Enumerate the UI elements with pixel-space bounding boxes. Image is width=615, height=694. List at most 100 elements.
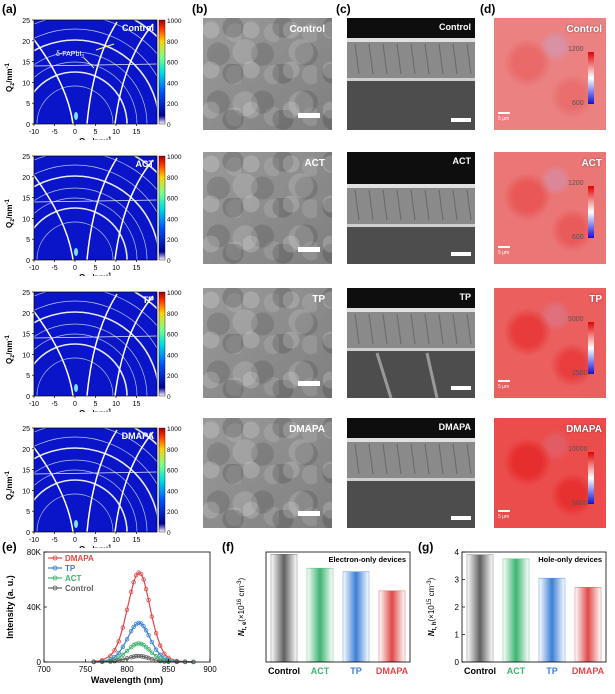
grain-boundary — [354, 189, 360, 221]
colorbar-max-label: 1200 — [568, 180, 584, 187]
bar-act — [502, 558, 530, 663]
colorbar-min-label: 5000 — [572, 500, 588, 507]
pl-map-label: DMAPA — [566, 424, 602, 435]
x-tick-label: 10 — [112, 537, 120, 544]
crack-line — [425, 352, 439, 398]
grain-boundary — [382, 313, 388, 345]
colorbar-tick-label: 0 — [167, 258, 171, 265]
grain-boundary — [410, 313, 416, 345]
data-point — [108, 659, 113, 664]
arc-line — [86, 429, 118, 532]
colorbar-tick-label: 800 — [167, 311, 178, 318]
annotation-arrow — [83, 57, 95, 69]
scale-bar — [451, 252, 471, 256]
chart-title: Electron-only devices — [328, 555, 406, 564]
data-point — [149, 639, 155, 645]
data-point — [138, 641, 144, 647]
x-tick-label: -10 — [29, 401, 39, 408]
x-tick-label: 10 — [112, 265, 120, 272]
y-tick-label: 10 — [22, 488, 30, 495]
y-tick-label: 15 — [22, 60, 30, 67]
diffraction-ring — [34, 479, 128, 532]
data-point — [149, 614, 155, 619]
sem-top-label: TP — [312, 294, 325, 305]
data-point — [120, 652, 126, 658]
data-point — [143, 644, 149, 650]
data-point — [128, 628, 134, 634]
data-point — [112, 648, 117, 653]
x-tick-label: -5 — [51, 401, 57, 408]
y-tick-label: 2 — [455, 603, 460, 612]
y-tick-label: 20 — [22, 39, 30, 46]
arc-line — [114, 295, 154, 396]
arc-line — [34, 310, 74, 396]
legend-marker — [52, 555, 58, 561]
data-point — [116, 655, 121, 660]
x-axis-label: Qxy/nm-1 — [79, 273, 112, 276]
x-tick-label: 700 — [37, 665, 51, 674]
scale-bar — [451, 118, 471, 122]
x-tick-label: 0 — [73, 265, 77, 272]
category-label: DMAPA — [376, 666, 409, 676]
bar-dmapa — [378, 590, 406, 663]
scale-bar-label: 5 μm — [498, 514, 510, 520]
grain-boundary — [410, 189, 416, 221]
colorbar-min-label: 600 — [572, 234, 584, 241]
data-point — [131, 643, 136, 648]
colorbar-tick-label: 1000 — [167, 290, 182, 297]
grain-boundary — [382, 43, 388, 75]
y-tick-label: 20 — [22, 311, 30, 318]
y-tick-label: 25 — [22, 18, 30, 25]
grain-boundary — [368, 43, 374, 75]
delta-phase-annotation: δ-FAPbI3 — [56, 51, 84, 60]
grain-boundary — [466, 443, 472, 475]
y-tick-label: 15 — [22, 332, 30, 339]
colorbar-min-label: 600 — [572, 100, 584, 107]
arc-line — [114, 159, 154, 260]
x-tick-label: 15 — [133, 129, 141, 136]
colorbar — [158, 19, 166, 125]
pl-map-colorbar — [588, 186, 594, 238]
bar-control — [270, 553, 298, 663]
grain-boundary — [466, 189, 472, 221]
data-point — [133, 573, 139, 578]
colorbar-tick-label: 1000 — [167, 426, 182, 433]
grain-boundary — [354, 43, 360, 75]
beam-spot — [74, 384, 78, 392]
y-tick-label: 3 — [455, 576, 460, 585]
pl-map-label: ACT — [581, 158, 602, 169]
y-tick-label: 25 — [22, 290, 30, 297]
colorbar-max-label: 10000 — [568, 446, 588, 453]
y-tick-label: 5 — [26, 101, 30, 108]
colorbar-tick-label: 400 — [167, 216, 178, 223]
grain-boundary — [396, 43, 402, 75]
x-tick-label: -5 — [51, 265, 57, 272]
x-axis-label: Qxy/nm-1 — [79, 545, 112, 548]
top-electrode-layer — [347, 184, 475, 188]
sem-cross-section-control: Control — [347, 18, 475, 130]
grain-boundary — [396, 443, 402, 475]
y-tick-label: 25 — [22, 426, 30, 433]
pl-map-label: Control — [566, 24, 602, 35]
grain-boundary — [424, 443, 430, 475]
scale-bar — [298, 511, 320, 516]
category-label: TP — [350, 666, 362, 676]
x-tick-label: 5 — [94, 265, 98, 272]
legend-label: Control — [65, 584, 93, 593]
electron-trap-density-chart: Control ACT TP DMAPA Electron-only devices Nt… — [237, 551, 411, 676]
beam-spot — [74, 520, 78, 528]
diffraction-ring — [36, 493, 114, 532]
colorbar-max-label: 1200 — [568, 46, 584, 53]
giwaxs-sample-label: TP — [142, 295, 154, 305]
data-point — [141, 624, 146, 629]
grain-boundary — [368, 313, 374, 345]
x-tick-label: 5 — [94, 401, 98, 408]
pl-map-colorbar — [588, 452, 594, 504]
data-point — [141, 577, 146, 582]
y-axis-label: Qz/nm-1 — [5, 471, 16, 500]
y-tick-label: 5 — [26, 237, 30, 244]
data-point — [128, 589, 134, 595]
grain-boundary — [396, 189, 402, 221]
x-tick-label: 750 — [79, 665, 93, 674]
ring-group — [34, 292, 157, 396]
